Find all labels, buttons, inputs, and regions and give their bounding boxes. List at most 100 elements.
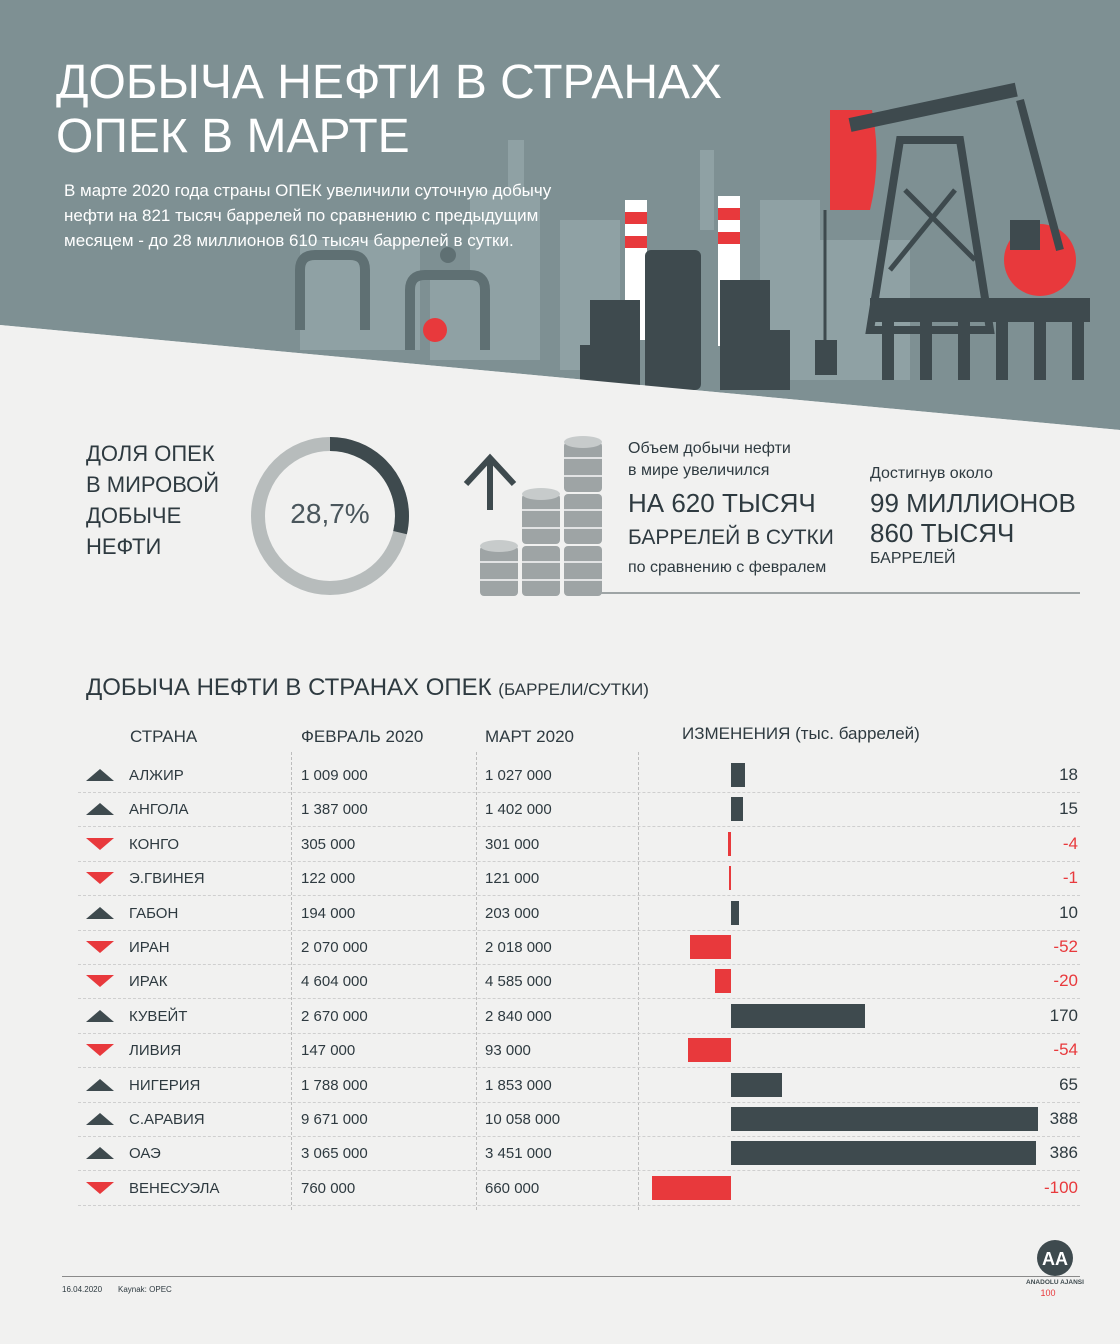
country-name: ЛИВИЯ [129,1042,182,1059]
hero-illustration [0,0,1120,440]
table-title-text: ДОБЫЧА НЕФТИ В СТРАНАХ ОПЕК [86,674,492,701]
change-bar [731,1141,1036,1165]
share-label-line: ДОБЫЧЕ [86,503,182,528]
col-header-change: ИЗМЕНЕНИЯ (тыс. баррелей) [682,724,920,743]
up-arrow-icon [463,453,517,510]
mar-value: 2 018 000 [485,939,552,956]
table-row: АНГОЛА 1 387 000 1 402 000 15 [78,792,1080,827]
feb-value: 760 000 [301,1180,356,1197]
change-bar [715,969,731,993]
triangle-up-icon [86,1147,114,1159]
feb-value: 147 000 [301,1042,356,1059]
change-bar [731,797,743,821]
triangle-up-icon [86,1010,114,1022]
reached-big2: 860 ТЫСЯЧ [870,518,1015,548]
feb-value: 305 000 [301,836,356,853]
world-big: НА 620 ТЫСЯЧ [628,488,816,518]
table-row: ГАБОН 194 000 203 000 10 [78,896,1080,931]
mar-value: 203 000 [485,905,540,922]
change-bar [688,1038,731,1062]
mar-value: 3 451 000 [485,1145,552,1162]
change-bar [731,901,739,925]
table-row: ИРАН 2 070 000 2 018 000 -52 [78,930,1080,965]
mar-value: 1 402 000 [485,801,552,818]
change-value-label: 10 [1059,903,1078,922]
world-small: по сравнению с февралем [628,559,827,576]
change-value-label: 386 [1049,1143,1078,1162]
triangle-down-icon [86,1044,114,1056]
title-line-1: ДОБЫЧА НЕФТИ В СТРАНАХ [56,56,723,109]
reached-line1: Достигнув около [870,465,993,482]
change-bar [731,1073,783,1097]
triangle-down-icon [86,1182,114,1194]
change-value-label: -52 [1053,937,1078,956]
anadolu-logo: AA ANADOLU AJANSI 100 [1022,1238,1088,1304]
triangle-up-icon [86,803,114,815]
country-name: КУВЕЙТ [129,1008,188,1025]
country-name: С.АРАВИЯ [129,1111,205,1128]
barrels-illustration [463,436,602,596]
change-value-label: 388 [1049,1109,1078,1128]
feb-value: 2 070 000 [301,939,368,956]
change-bar [652,1176,731,1200]
change-bar [689,935,731,959]
change-value-label: 65 [1059,1075,1078,1094]
table-row: ИРАК 4 604 000 4 585 000 -20 [78,964,1080,999]
mar-value: 1 853 000 [485,1077,552,1094]
feb-value: 1 009 000 [301,767,368,784]
column-separator [476,752,477,1210]
table-row: ЛИВИЯ 147 000 93 000 -54 [78,1033,1080,1068]
col-header-mar: МАРТ 2020 [485,727,575,746]
feb-value: 4 604 000 [301,973,368,990]
feb-value: 122 000 [301,870,356,887]
share-label-line: НЕФТИ [86,534,162,559]
country-name: ИРАН [129,939,170,956]
triangle-up-icon [86,1079,114,1091]
change-bar [731,1107,1038,1131]
reached-big1: 99 МИЛЛИОНОВ [870,488,1076,518]
share-label-line: ДОЛЯ ОПЕК [86,441,215,466]
title-line-2: ОПЕК В МАРТЕ [56,110,410,163]
intro-text: В марте 2020 года страны ОПЕК увеличили … [64,181,552,250]
change-bar [731,1004,866,1028]
country-name: АЛЖИР [129,767,184,784]
mar-value: 93 000 [485,1042,531,1059]
feb-value: 1 788 000 [301,1077,368,1094]
feb-value: 9 671 000 [301,1111,368,1128]
table-row: ОАЭ 3 065 000 3 451 000 386 [78,1136,1080,1171]
column-separator [638,752,639,1210]
footer-divider [62,1276,1080,1277]
donut-share-arc [251,437,409,595]
column-separator [291,752,292,1210]
triangle-down-icon [86,872,114,884]
mar-value: 10 058 000 [485,1111,561,1128]
change-value-label: -20 [1053,971,1078,990]
mar-value: 4 585 000 [485,973,552,990]
table-row: НИГЕРИЯ 1 788 000 1 853 000 65 [78,1068,1080,1103]
divider [600,592,1080,594]
change-value-label: -4 [1062,834,1078,853]
triangle-up-icon [86,1113,114,1125]
change-value-label: 170 [1049,1006,1078,1025]
table-row: КУВЕЙТ 2 670 000 2 840 000 170 [78,999,1080,1034]
barrel-icon [480,436,602,596]
reached-small: БАРРЕЛЕЙ [870,550,956,567]
mar-value: 1 027 000 [485,767,552,784]
feb-value: 2 670 000 [301,1008,368,1025]
footer-source: Kaynak: OPEC [118,1285,172,1294]
table-row: ВЕНЕСУЭЛА 760 000 660 000 -100 [78,1171,1080,1206]
world-line1: Объем добычи нефти [628,440,791,457]
mar-value: 660 000 [485,1180,540,1197]
share-label-line: В МИРОВОЙ [86,472,220,497]
table-row: АЛЖИР 1 009 000 1 027 000 18 [78,758,1080,793]
change-bar [729,866,731,890]
change-value-label: 15 [1059,799,1078,818]
triangle-down-icon [86,838,114,850]
col-header-country: СТРАНА [130,727,198,746]
country-name: АНГОЛА [129,801,189,818]
country-name: НИГЕРИЯ [129,1077,201,1094]
world-line2: в мире увеличился [628,462,770,479]
footer-date: 16.04.2020 [62,1285,103,1294]
change-value-label: 18 [1059,765,1078,784]
